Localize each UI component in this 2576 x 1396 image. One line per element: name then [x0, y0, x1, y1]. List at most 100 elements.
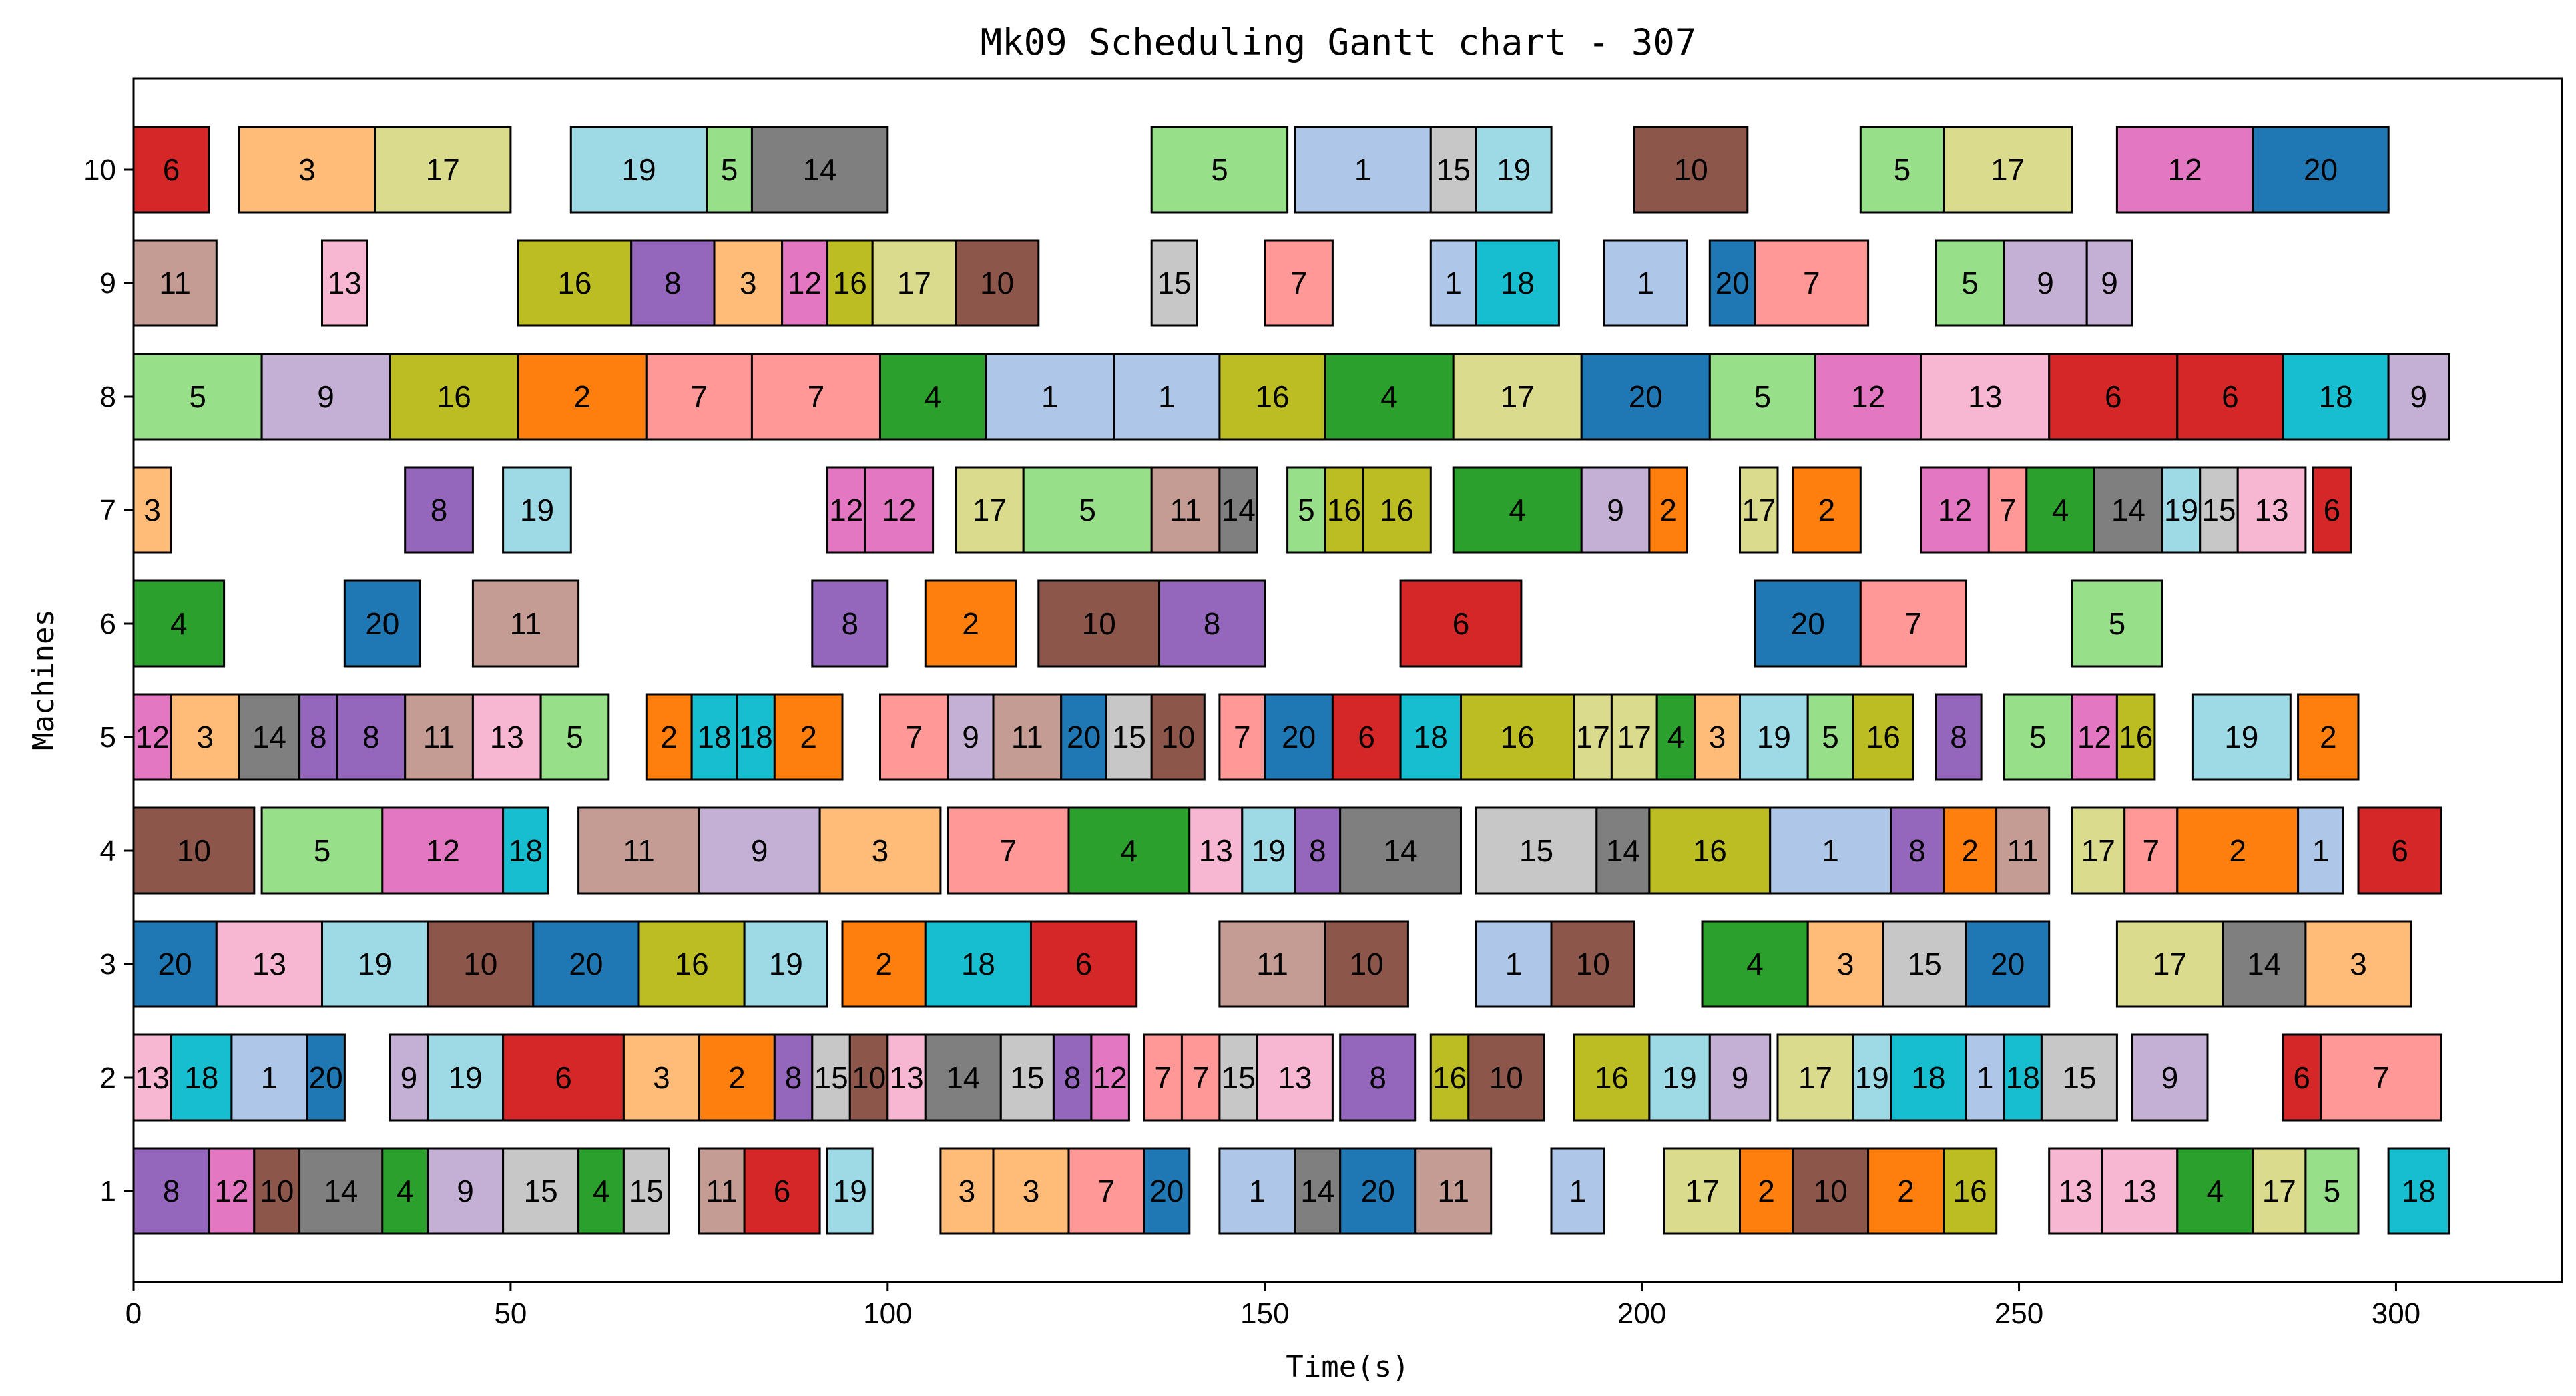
task-job-label: 10	[260, 1174, 294, 1208]
task-bar	[1663, 1147, 1741, 1235]
task-job-label: 13	[328, 266, 362, 300]
task-job-label: 17	[1798, 1060, 1832, 1095]
task-job-label: 14	[252, 720, 286, 754]
task-bar	[1475, 920, 1553, 1008]
task-job-label: 20	[1361, 1174, 1395, 1208]
task-job-label: 1	[1505, 947, 1523, 981]
task-job-label: 19	[1497, 152, 1531, 187]
task-job-label: 10	[1161, 720, 1195, 754]
task-job-label: 4	[1380, 379, 1398, 414]
task-job-label: 12	[1093, 1060, 1127, 1095]
task-bar	[743, 920, 828, 1008]
task-job-label: 6	[2222, 379, 2239, 414]
task-job-label: 10	[1814, 1174, 1848, 1208]
task-job-label: 7	[1999, 493, 2017, 527]
task-job-label: 19	[449, 1060, 483, 1095]
task-job-label: 9	[2101, 266, 2118, 300]
task-job-label: 12	[2077, 720, 2111, 754]
task-job-label: 10	[980, 266, 1014, 300]
task-job-label: 19	[1663, 1060, 1697, 1095]
task-bar	[1852, 693, 1914, 781]
task-job-label: 6	[774, 1174, 791, 1208]
task-job-label: 5	[1211, 152, 1228, 187]
task-job-label: 3	[959, 1174, 976, 1208]
task-bar	[879, 693, 949, 781]
task-bar	[2123, 806, 2179, 895]
task-job-label: 19	[769, 947, 803, 981]
task-job-label: 7	[1000, 833, 1017, 868]
task-bar	[992, 693, 1063, 781]
task-job-label: 7	[808, 379, 825, 414]
task-bar	[132, 353, 263, 441]
x-tick-label: 100	[863, 1297, 912, 1330]
task-bar	[1882, 920, 1967, 1008]
task-job-label: 6	[2391, 833, 2408, 868]
task-bar	[947, 806, 1070, 895]
task-job-label: 2	[1659, 493, 1677, 527]
task-bar	[381, 1147, 429, 1235]
task-bar	[1965, 920, 2051, 1008]
task-bar	[1339, 1033, 1417, 1122]
task-bar	[132, 239, 218, 327]
task-job-label: 4	[1509, 493, 1526, 527]
task-bar	[1867, 1147, 1945, 1235]
task-bar	[577, 1147, 625, 1235]
task-job-label: 8	[431, 493, 448, 527]
task-job-label: 4	[1121, 833, 1138, 868]
task-bar	[1859, 126, 1945, 214]
task-job-label: 18	[1414, 720, 1448, 754]
task-job-label: 19	[621, 152, 656, 187]
task-bar	[404, 693, 474, 781]
x-tick-label: 0	[125, 1297, 142, 1330]
task-job-label: 2	[728, 1060, 746, 1095]
task-bar	[427, 920, 535, 1008]
task-bar	[502, 806, 549, 895]
task-bar	[427, 1033, 505, 1122]
task-bar	[2003, 693, 2073, 781]
task-job-label: 10	[1674, 152, 1708, 187]
task-job-label: 3	[144, 493, 161, 527]
task-job-label: 16	[675, 947, 709, 981]
task-bar	[1610, 693, 1658, 781]
task-job-label: 17	[1742, 493, 1776, 527]
task-bar	[502, 466, 572, 554]
task-bar	[381, 806, 505, 895]
x-tick-label: 50	[494, 1297, 527, 1330]
task-bar	[811, 579, 889, 668]
task-job-label: 5	[2029, 720, 2047, 754]
plot-frame	[132, 77, 2563, 1283]
task-job-label: 15	[1112, 720, 1146, 754]
task-bar	[1475, 806, 1598, 895]
task-job-label: 9	[962, 720, 979, 754]
task-bar	[743, 1147, 821, 1235]
task-job-label: 7	[1803, 266, 1820, 300]
task-job-label: 3	[1023, 1174, 1040, 1208]
task-bar	[2085, 239, 2133, 327]
task-bar	[1776, 1033, 1854, 1122]
task-job-label: 16	[1380, 493, 1414, 527]
task-bar	[1550, 1147, 1605, 1235]
task-job-label: 5	[1754, 379, 1772, 414]
task-job-label: 3	[1709, 720, 1726, 754]
task-bar	[132, 806, 256, 895]
task-job-label: 5	[314, 833, 331, 868]
task-bar	[2304, 920, 2412, 1008]
task-job-label: 17	[2081, 833, 2115, 868]
task-job-label: 20	[309, 1060, 343, 1095]
task-job-label: 9	[2037, 266, 2054, 300]
task-bar	[1573, 1033, 1651, 1122]
task-job-label: 7	[1290, 266, 1308, 300]
task-job-label: 4	[170, 606, 188, 641]
task-job-label: 15	[1010, 1060, 1044, 1095]
task-bar	[2115, 920, 2224, 1008]
task-bar	[1150, 693, 1206, 781]
task-bar	[2191, 693, 2292, 781]
task-job-label: 18	[961, 947, 995, 981]
task-bar	[1429, 239, 1477, 327]
y-tick-label: 2	[100, 1062, 116, 1094]
task-job-label: 6	[1075, 947, 1093, 981]
task-job-label: 7	[2372, 1060, 2390, 1095]
task-job-label: 14	[2111, 493, 2145, 527]
task-bar	[2320, 1033, 2442, 1122]
task-bar	[321, 239, 368, 327]
